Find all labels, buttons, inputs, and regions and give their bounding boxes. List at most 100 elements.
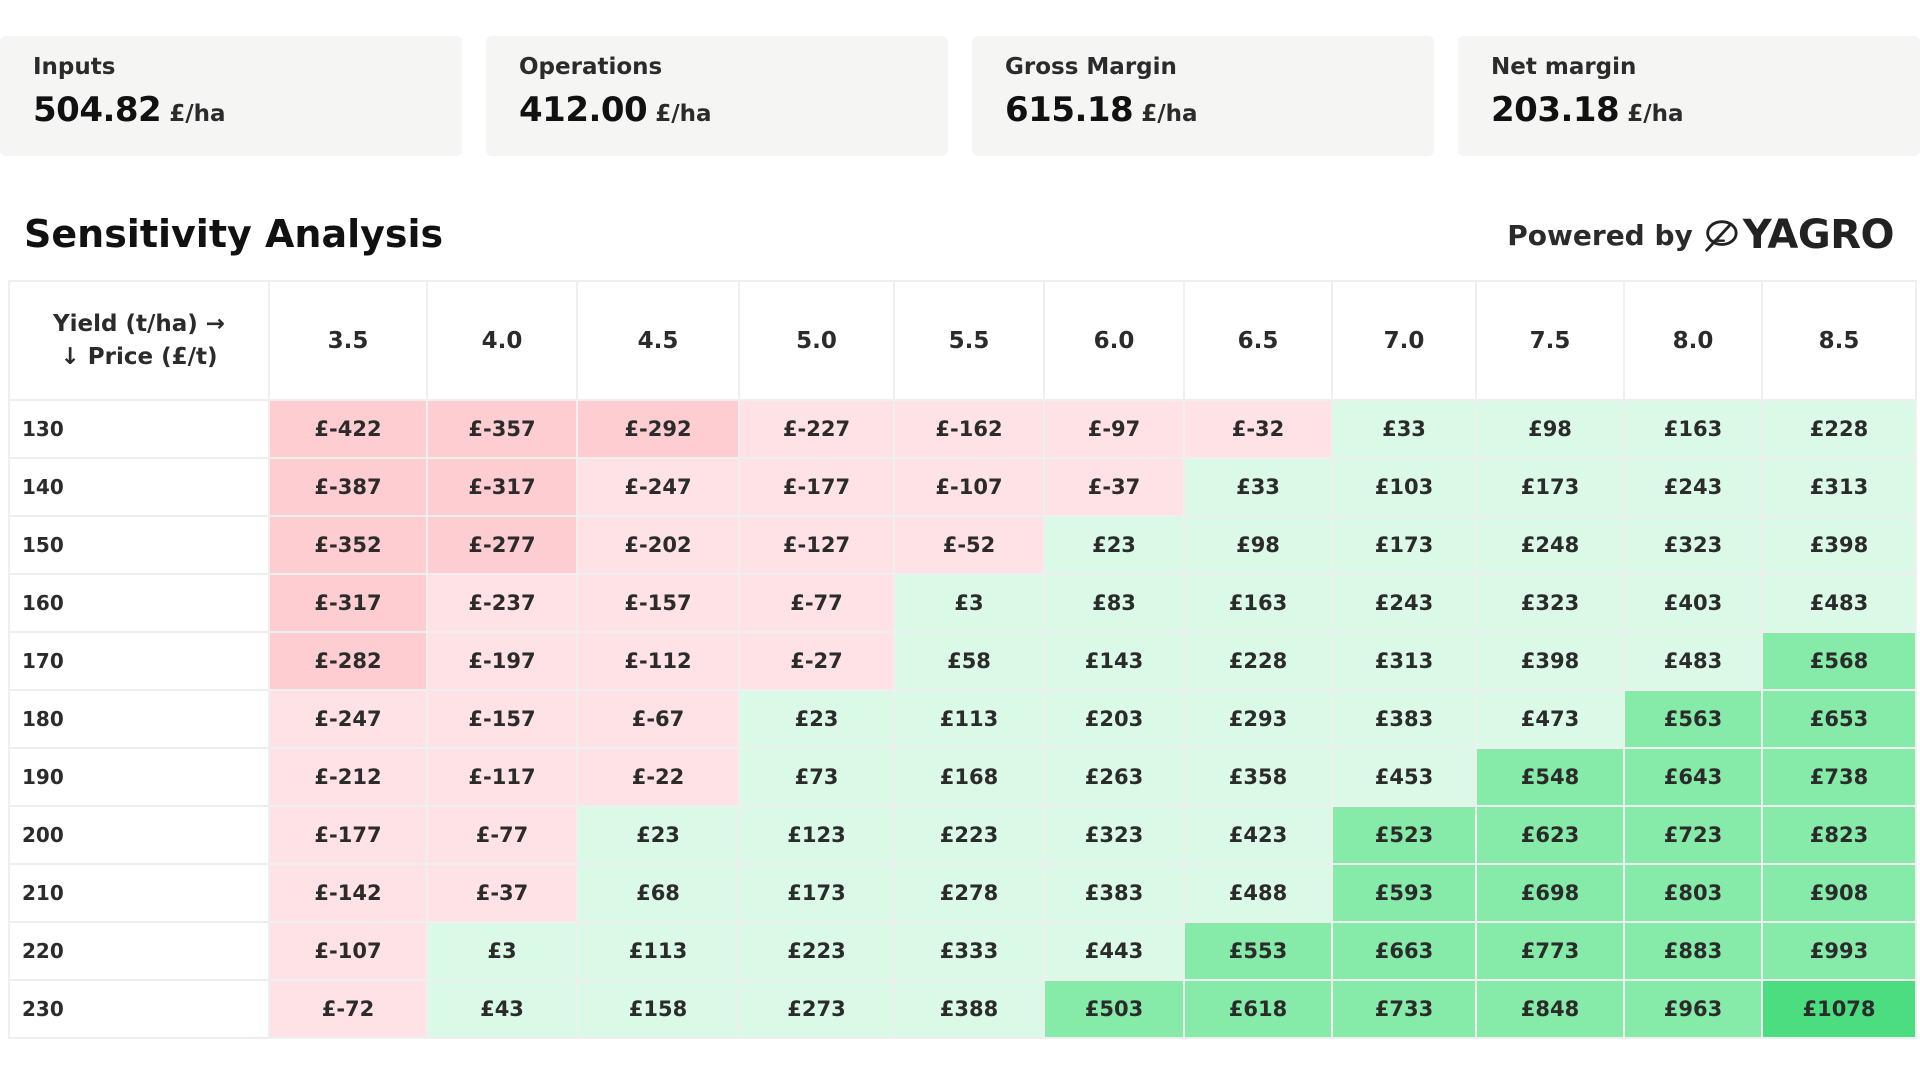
margin-cell: £-212: [268, 747, 428, 807]
table-row: 200 £-177 £-77 £23 £123 £223 £323 £423 £523 £623 £…: [8, 805, 1917, 865]
margin-cell: £223: [893, 805, 1045, 865]
margin-cell: £388: [893, 979, 1045, 1039]
margin-cell: £173: [1331, 515, 1477, 575]
margin-cell: £398: [1761, 515, 1917, 575]
card-label: Net margin: [1491, 54, 1637, 80]
margin-cell: £-142: [268, 863, 428, 923]
margin-cell: £483: [1623, 631, 1763, 691]
powered-by: Powered by YAGRO: [1507, 212, 1894, 258]
yield-column-header: 3.5: [268, 280, 428, 401]
margin-cell: £-162: [893, 399, 1045, 459]
margin-cell: £23: [738, 689, 895, 749]
margin-cell: £33: [1331, 399, 1477, 459]
price-row-header: 180: [8, 689, 270, 749]
margin-cell: £163: [1623, 399, 1763, 459]
margin-cell: £-117: [426, 747, 578, 807]
margin-cell: £143: [1043, 631, 1185, 691]
price-row-header: 210: [8, 863, 270, 923]
header-row: Yield (t/ha) → ↓ Price (£/t) 3.5 4.0 4.5 5.…: [8, 280, 1917, 401]
yield-column-header: 8.5: [1761, 280, 1917, 401]
margin-cell: £473: [1475, 689, 1625, 749]
margin-cell: £-97: [1043, 399, 1185, 459]
card-unit: £/ha: [655, 101, 712, 127]
table-row: 150 £-352 £-277 £-202 £-127 £-52 £23 £98 £173 £24…: [8, 515, 1917, 575]
margin-cell: £113: [576, 921, 740, 981]
margin-cell: £383: [1331, 689, 1477, 749]
margin-cell: £-247: [576, 457, 740, 517]
card-label: Operations: [519, 54, 663, 80]
section-title: Sensitivity Analysis: [24, 212, 444, 256]
corner-yield-label: Yield (t/ha) →: [52, 310, 226, 337]
margin-cell: £203: [1043, 689, 1185, 749]
card-net-margin: Net margin 203.18 £/ha: [1458, 36, 1920, 156]
yagro-leaf-icon: [1705, 220, 1738, 252]
margin-cell: £273: [738, 979, 895, 1039]
table-body: 130 £-422 £-357 £-292 £-227 £-162 £-97 £-32 £33 £…: [8, 399, 1917, 1039]
margin-cell: £-422: [268, 399, 428, 459]
margin-cell: £-292: [576, 399, 740, 459]
margin-cell: £453: [1331, 747, 1477, 807]
margin-cell: £173: [738, 863, 895, 923]
price-row-header: 220: [8, 921, 270, 981]
margin-cell: £-157: [576, 573, 740, 633]
table-row: 130 £-422 £-357 £-292 £-227 £-162 £-97 £-32 £33 £…: [8, 399, 1917, 459]
margin-cell: £358: [1183, 747, 1333, 807]
margin-cell: £83: [1043, 573, 1185, 633]
card-label: Gross Margin: [1005, 54, 1177, 80]
margin-cell: £-282: [268, 631, 428, 691]
card-operations: Operations 412.00 £/ha: [486, 36, 948, 156]
price-row-header: 130: [8, 399, 270, 459]
margin-cell: £33: [1183, 457, 1333, 517]
yield-column-header: 6.0: [1043, 280, 1185, 401]
card-unit: £/ha: [1141, 101, 1198, 127]
margin-cell: £-77: [738, 573, 895, 633]
margin-cell: £-107: [268, 921, 428, 981]
margin-cell: £488: [1183, 863, 1333, 923]
margin-cell: £773: [1475, 921, 1625, 981]
margin-cell: £-52: [893, 515, 1045, 575]
card-inputs: Inputs 504.82 £/ha: [0, 36, 462, 156]
margin-cell: £643: [1623, 747, 1763, 807]
margin-cell: £243: [1623, 457, 1763, 517]
margin-cell: £323: [1623, 515, 1763, 575]
margin-cell: £98: [1183, 515, 1333, 575]
margin-cell: £-277: [426, 515, 578, 575]
card-value: 412.00: [519, 90, 648, 130]
yagro-logo-text: YAGRO: [1742, 212, 1895, 258]
margin-cell: £333: [893, 921, 1045, 981]
margin-cell: £963: [1623, 979, 1763, 1039]
margin-cell: £113: [893, 689, 1045, 749]
margin-cell: £23: [576, 805, 740, 865]
margin-cell: £523: [1331, 805, 1477, 865]
margin-cell: £-202: [576, 515, 740, 575]
margin-cell: £168: [893, 747, 1045, 807]
margin-cell: £-112: [576, 631, 740, 691]
margin-cell: £263: [1043, 747, 1185, 807]
margin-cell: £73: [738, 747, 895, 807]
margin-cell: £293: [1183, 689, 1333, 749]
corner-price-label: ↓ Price (£/t): [60, 343, 218, 370]
yield-column-header: 7.0: [1331, 280, 1477, 401]
yield-column-header: 7.5: [1475, 280, 1625, 401]
corner-header: Yield (t/ha) → ↓ Price (£/t): [8, 280, 270, 401]
table-row: 210 £-142 £-37 £68 £173 £278 £383 £488 £593 £698 £…: [8, 863, 1917, 923]
margin-cell: £-67: [576, 689, 740, 749]
margin-cell: £663: [1331, 921, 1477, 981]
table-row: 140 £-387 £-317 £-247 £-177 £-107 £-37 £33 £103 £…: [8, 457, 1917, 517]
margin-cell: £-77: [426, 805, 578, 865]
margin-cell: £43: [426, 979, 578, 1039]
margin-cell: £228: [1761, 399, 1917, 459]
margin-cell: £248: [1475, 515, 1625, 575]
margin-cell: £908: [1761, 863, 1917, 923]
margin-cell: £3: [426, 921, 578, 981]
margin-cell: £553: [1183, 921, 1333, 981]
margin-cell: £483: [1761, 573, 1917, 633]
sensitivity-table: Yield (t/ha) → ↓ Price (£/t) 3.5 4.0 4.5 5.…: [8, 280, 1917, 1039]
table-row: 180 £-247 £-157 £-67 £23 £113 £203 £293 £383 £473…: [8, 689, 1917, 749]
card-value: 615.18: [1005, 90, 1134, 130]
summary-cards: Inputs 504.82 £/ha Operations 412.00 £/h…: [0, 36, 1920, 156]
card-label: Inputs: [33, 54, 116, 80]
margin-cell: £443: [1043, 921, 1185, 981]
yield-column-header: 6.5: [1183, 280, 1333, 401]
margin-cell: £618: [1183, 979, 1333, 1039]
